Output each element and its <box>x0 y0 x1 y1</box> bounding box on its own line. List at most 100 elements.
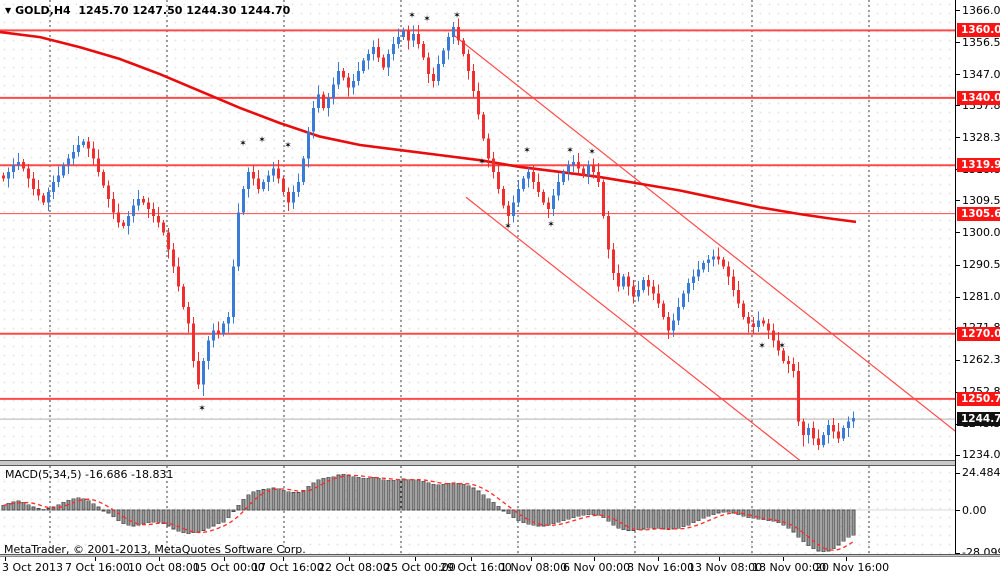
price-axis-label: 1356.55 <box>962 35 1000 49</box>
down-candle <box>287 192 290 203</box>
fractal-up-icon: ✶ <box>566 146 574 156</box>
down-candle <box>177 266 180 287</box>
level-price-badge: 1340.00 <box>957 90 1000 105</box>
fractal-up-icon: ✶ <box>478 158 486 168</box>
macd-histogram-bar <box>86 500 91 511</box>
macd-histogram-bar <box>586 509 591 515</box>
down-candle <box>497 171 500 189</box>
up-candle <box>57 175 60 183</box>
fractal-down-icon: ✶ <box>758 342 766 352</box>
macd-axis-label: 24.484 <box>962 466 1000 480</box>
up-candle <box>692 276 695 284</box>
up-candle <box>527 171 530 179</box>
time-axis-label: 29 Oct 16:00 <box>440 561 512 574</box>
macd-histogram-bar <box>316 479 321 511</box>
symbol-dropdown-icon[interactable]: ▼ <box>5 6 12 15</box>
main-price-chart[interactable]: ✶ ✶ ✶ ✶ ✶ ✶ ✶ ✶ ✶ ✶ ✶ ✶ ✶ ✶ ✶ <box>0 0 955 460</box>
up-candle <box>412 33 415 41</box>
up-candle <box>437 64 440 81</box>
macd-histogram-bar <box>666 509 671 531</box>
macd-histogram-bar <box>571 509 576 518</box>
moving-average-line <box>0 30 857 224</box>
macd-histogram-bar <box>641 509 646 530</box>
panel-separator[interactable] <box>0 460 1000 466</box>
macd-histogram-bar <box>441 483 446 511</box>
macd-histogram-bar <box>836 509 841 546</box>
up-candle <box>247 171 250 189</box>
macd-histogram-bar <box>431 483 436 511</box>
time-axis-label: 1 Nov 08:00 <box>500 561 568 574</box>
down-candle <box>717 256 720 260</box>
macd-indicator-panel[interactable] <box>0 466 955 554</box>
macd-histogram-bar <box>596 509 601 516</box>
price-axis[interactable]: 1366.051356.551347.051337.801328.301318.… <box>955 0 1000 559</box>
macd-histogram-bar <box>16 500 21 511</box>
macd-histogram-bar <box>661 509 666 530</box>
up-candle <box>337 70 340 85</box>
price-axis-label: 1281.05 <box>962 290 1000 304</box>
macd-histogram-bar <box>846 509 851 538</box>
up-candle <box>232 266 235 317</box>
up-candle <box>622 276 625 287</box>
macd-histogram-bar <box>591 509 596 515</box>
macd-histogram-bar <box>266 488 271 511</box>
macd-histogram-bar <box>631 509 636 531</box>
down-candle <box>737 289 740 304</box>
up-candle <box>757 320 760 328</box>
up-candle <box>702 262 705 270</box>
down-candle <box>747 316 750 324</box>
macd-axis-tick <box>956 472 960 474</box>
macd-histogram-bar <box>756 509 761 520</box>
down-candle <box>322 94 325 108</box>
up-candle <box>367 53 370 61</box>
macd-histogram-bar <box>26 504 31 511</box>
macd-histogram-bar <box>436 484 441 511</box>
down-candle <box>607 215 610 250</box>
symbol-period-label: GOLD,H4 <box>15 4 71 17</box>
down-candle <box>647 279 650 287</box>
up-candle <box>557 182 560 196</box>
macd-histogram-bar <box>696 509 701 521</box>
down-candle <box>22 161 25 169</box>
macd-histogram-bar <box>621 509 626 531</box>
macd-histogram-bar <box>106 509 111 514</box>
down-candle <box>152 209 155 216</box>
down-candle <box>172 249 175 267</box>
macd-histogram-bar <box>716 509 721 514</box>
macd-histogram-bar <box>11 501 16 511</box>
time-axis-label: 25 Oct 00:00 <box>384 561 456 574</box>
up-candle <box>397 37 400 44</box>
down-candle <box>217 330 220 334</box>
price-axis-tick <box>956 200 960 202</box>
down-candle <box>752 323 755 328</box>
down-candle <box>92 148 95 159</box>
down-candle <box>477 91 480 115</box>
time-axis-tick <box>783 557 784 561</box>
macd-histogram-bar <box>746 509 751 518</box>
up-candle <box>562 171 565 183</box>
macd-histogram-bar <box>96 506 101 511</box>
time-axis[interactable]: 3 Oct 2013 7 Oct 16:00 10 Oct 08:00 15 Oct … <box>0 557 1000 578</box>
up-candle <box>207 340 210 361</box>
price-axis-tick <box>956 10 960 11</box>
up-candle <box>452 27 455 38</box>
macd-histogram-bar <box>616 509 621 529</box>
macd-histogram-bar <box>486 498 491 511</box>
macd-histogram-bar <box>411 479 416 511</box>
macd-histogram-bar <box>841 509 846 542</box>
macd-histogram-bar <box>91 503 96 511</box>
up-candle <box>272 168 275 176</box>
macd-histogram-bar <box>176 509 181 532</box>
macd-histogram-bar <box>451 482 456 511</box>
macd-histogram-bar <box>196 509 201 533</box>
macd-histogram-bar <box>751 509 756 519</box>
fractal-up-icon: ✶ <box>408 11 416 21</box>
macd-histogram-bar <box>651 509 656 529</box>
macd-histogram-bar <box>21 502 26 511</box>
macd-signal-line <box>3 474 854 551</box>
down-candle <box>192 323 195 361</box>
macd-histogram-bar <box>391 480 396 511</box>
up-candle <box>52 182 55 193</box>
macd-histogram-bar <box>201 509 206 531</box>
fractal-down-icon: ✶ <box>504 222 512 232</box>
